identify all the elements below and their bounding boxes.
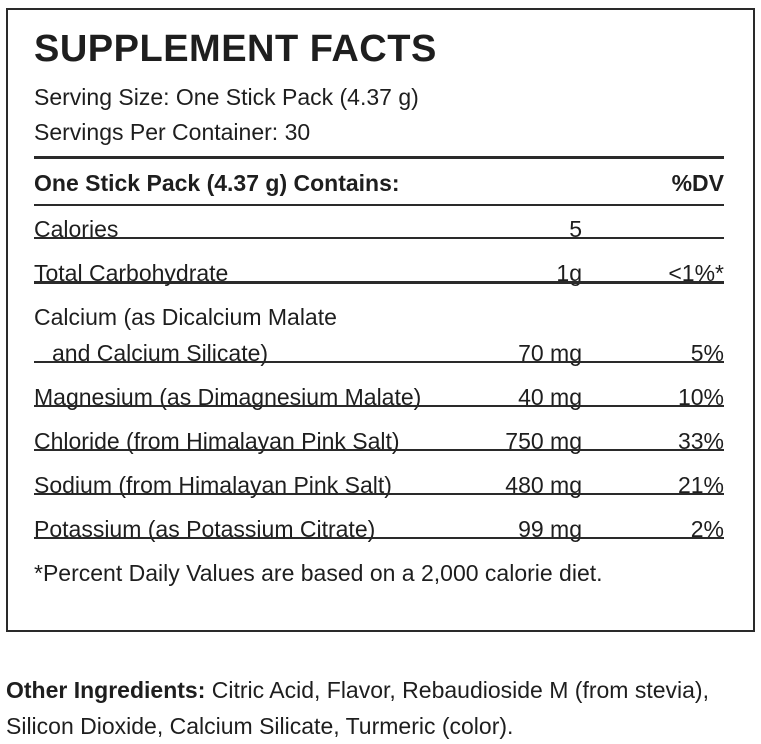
other-ingredients: Other Ingredients: Citric Acid, Flavor, … — [6, 672, 756, 744]
daily-value: 33% — [677, 428, 724, 454]
ingredients-text: Citric Acid, Flavor, Rebaudioside M (fro… — [6, 677, 709, 739]
dv-header: %DV — [671, 170, 724, 196]
rule — [34, 361, 724, 363]
nutrient-name: Potassium (as Potassium Citrate) — [34, 516, 376, 542]
rule — [34, 449, 724, 451]
rule — [34, 156, 724, 159]
rule — [34, 405, 724, 407]
footnote: *Percent Daily Values are based on a 2,0… — [34, 560, 603, 586]
nutrient-name: Calcium (as Dicalcium Malate — [34, 304, 337, 330]
title: SUPPLEMENT FACTS — [34, 28, 437, 70]
facts-panel — [6, 8, 755, 632]
column-header: One Stick Pack (4.37 g) Contains: — [34, 170, 400, 196]
nutrient-name: Calories — [34, 216, 119, 242]
nutrient-name: Sodium (from Himalayan Pink Salt) — [34, 472, 392, 498]
daily-value: 2% — [690, 516, 724, 542]
daily-value: 10% — [677, 384, 724, 410]
rule — [34, 281, 724, 284]
rule — [34, 237, 724, 239]
rule — [34, 493, 724, 495]
daily-value: 21% — [677, 472, 724, 498]
nutrient-name: Magnesium (as Dimagnesium Malate) — [34, 384, 422, 410]
daily-value: 5% — [690, 340, 724, 366]
amount: 5 — [569, 216, 582, 242]
rule — [34, 537, 724, 539]
nutrient-name: Chloride (from Himalayan Pink Salt) — [34, 428, 400, 454]
ingredients-label: Other Ingredients: — [6, 677, 206, 703]
servings-per-container: Servings Per Container: 30 — [34, 119, 311, 145]
serving-size: Serving Size: One Stick Pack (4.37 g) — [34, 84, 419, 110]
rule — [34, 204, 724, 206]
nutrient-name: and Calcium Silicate) — [52, 340, 269, 366]
